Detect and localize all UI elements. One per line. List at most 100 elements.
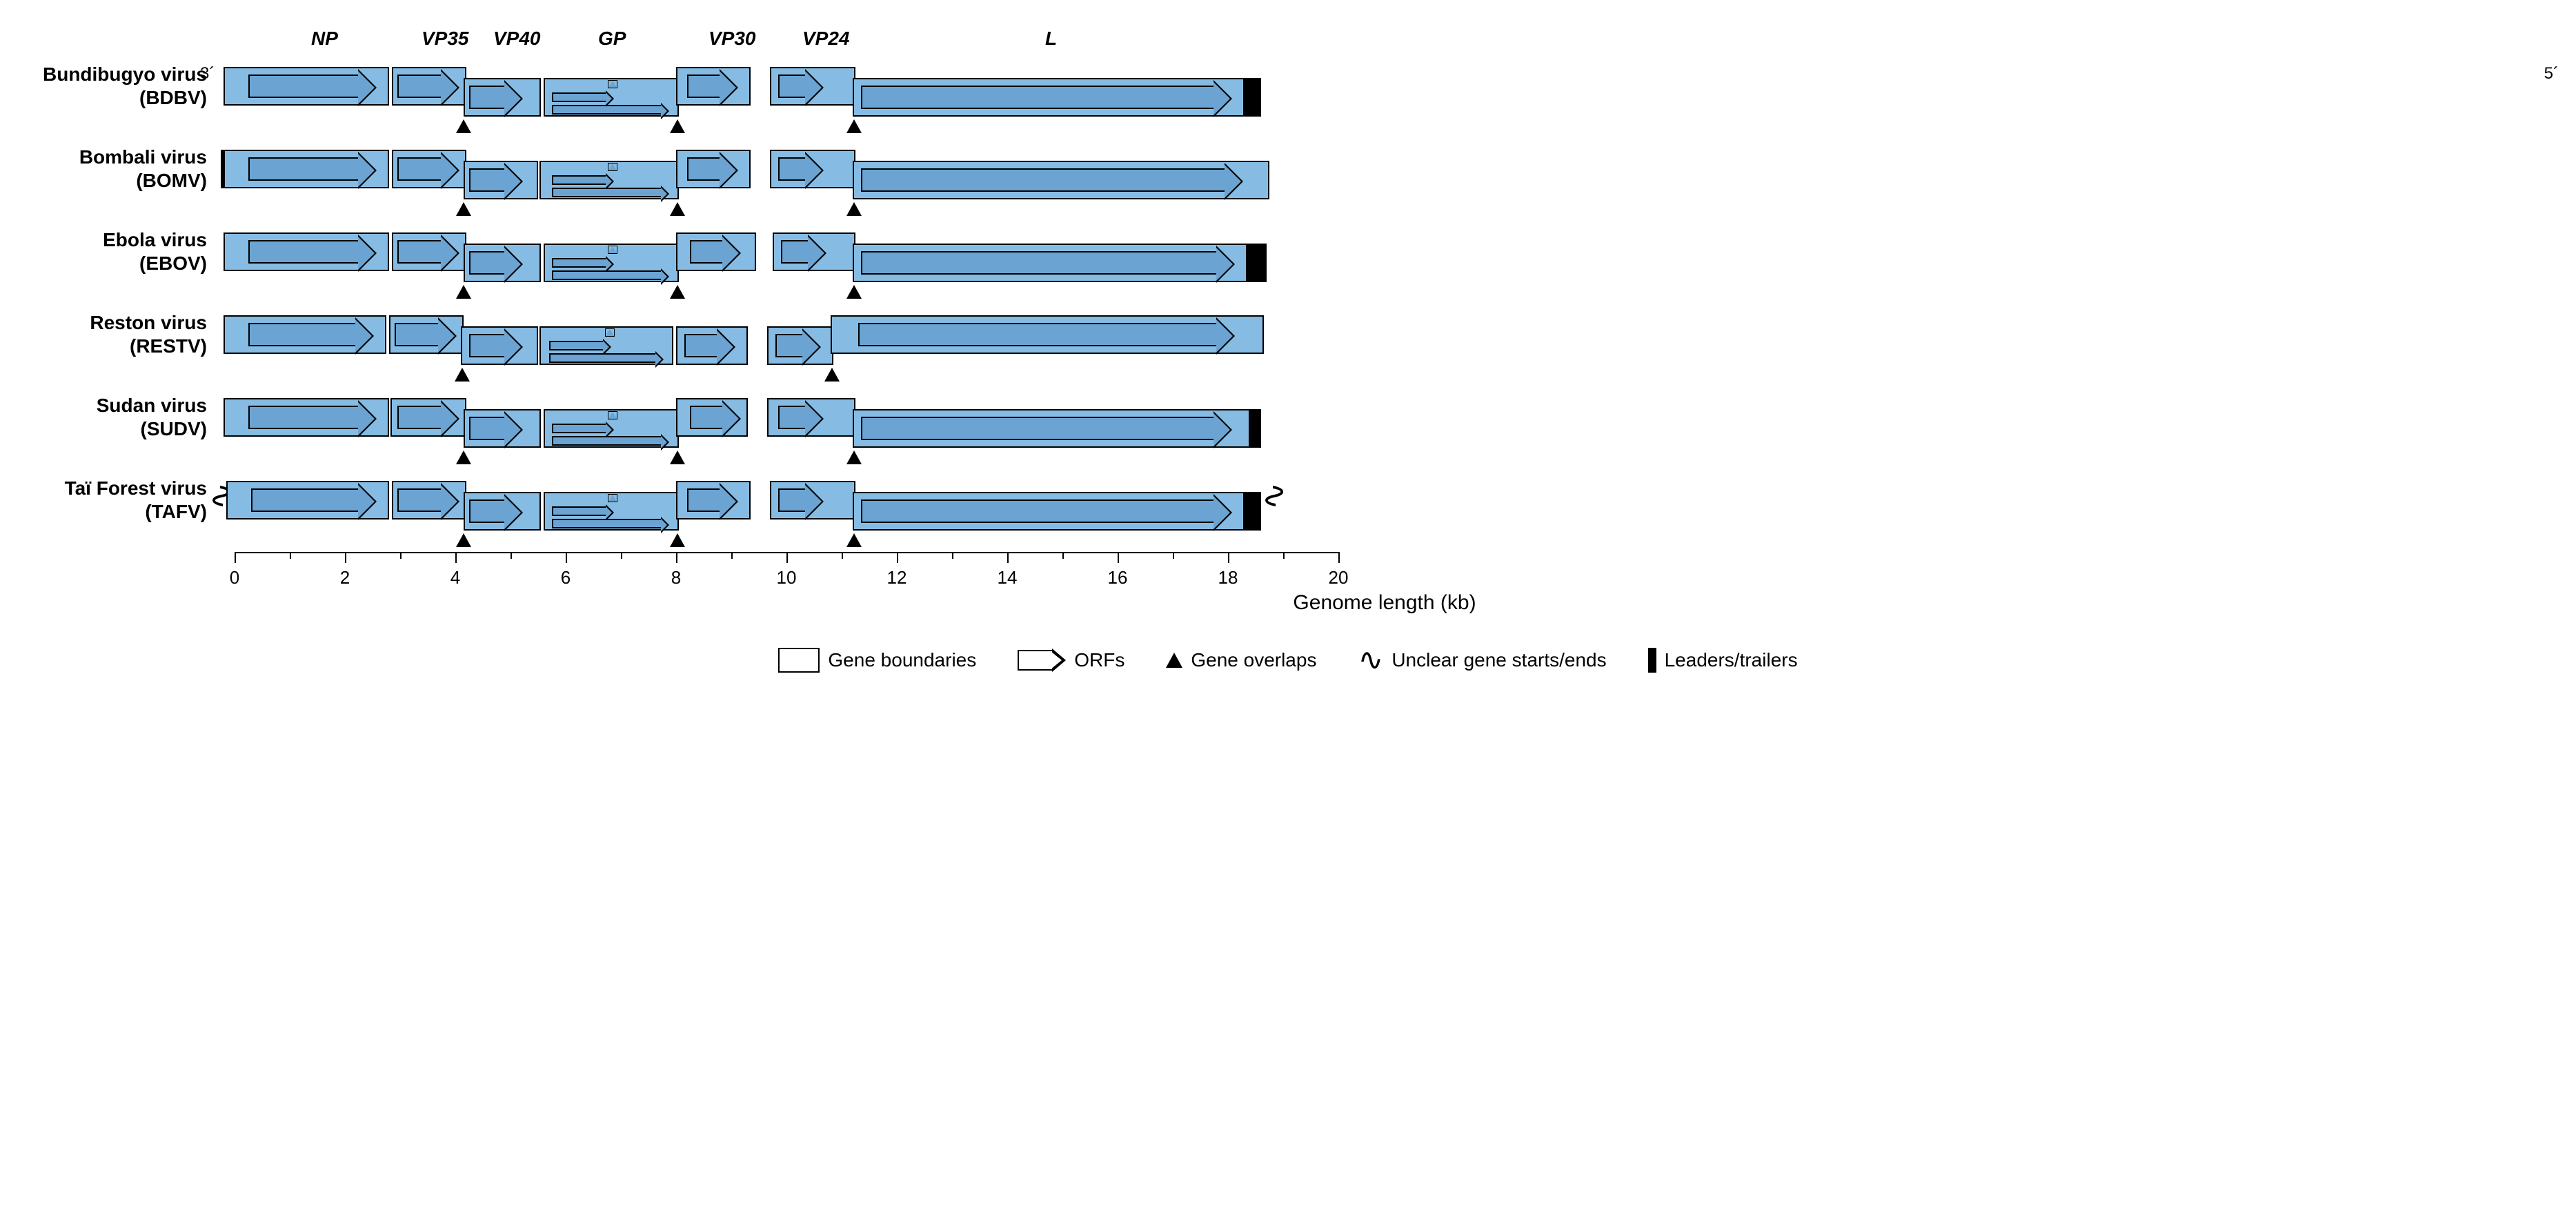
genome-track bbox=[221, 141, 2535, 197]
orf-arrow bbox=[552, 270, 668, 280]
gene-header-label: NP bbox=[311, 28, 338, 50]
axis-tick-minor bbox=[1062, 552, 1064, 559]
genome-track: 3´5´ bbox=[221, 59, 2535, 114]
axis-tick-label: 0 bbox=[230, 567, 239, 588]
orf-arrow bbox=[552, 188, 668, 197]
gene-overlap-marker bbox=[846, 533, 862, 547]
axis-tick-minor bbox=[621, 552, 622, 559]
legend-orfs: ORFs bbox=[1018, 649, 1124, 671]
orf-arrow bbox=[690, 406, 740, 429]
orf-arrow bbox=[684, 334, 734, 357]
gene-overlap-marker bbox=[846, 450, 862, 464]
edit-site-marker bbox=[608, 412, 617, 419]
legend-wavy-icon: ∿ bbox=[1358, 642, 1383, 677]
legend-leaders: Leaders/trailers bbox=[1648, 648, 1798, 673]
gene-overlap-marker bbox=[670, 285, 685, 299]
gene-overlap-marker bbox=[670, 119, 685, 133]
axis-title: Genome length (kb) bbox=[235, 591, 2535, 615]
genome-track bbox=[221, 224, 2535, 279]
orf-arrow bbox=[248, 75, 375, 98]
orf-arrow bbox=[549, 341, 610, 350]
genome-diagram: NPVP35VP40GPVP30VP24L Bundibugyo virus(B… bbox=[41, 28, 2535, 677]
orf-arrow bbox=[687, 75, 737, 98]
legend-label: ORFs bbox=[1074, 649, 1124, 671]
axis: 02468101214161820 Genome length (kb) bbox=[235, 552, 2535, 615]
orf-arrow bbox=[397, 75, 458, 98]
axis-tick-major bbox=[786, 552, 788, 563]
orf-arrow bbox=[469, 334, 522, 357]
gene-overlap-marker bbox=[455, 368, 470, 382]
legend-triangle-icon bbox=[1166, 653, 1182, 668]
axis-tick-minor bbox=[1283, 552, 1285, 559]
orf-arrow bbox=[781, 240, 825, 264]
gene-header-label: L bbox=[1045, 28, 1057, 50]
orf-arrow bbox=[248, 323, 373, 346]
gene-header-label: VP40 bbox=[493, 28, 541, 50]
orf-arrow bbox=[248, 240, 375, 264]
virus-label: Bombali virus(BOMV) bbox=[41, 146, 221, 192]
legend-gene-boundaries: Gene boundaries bbox=[778, 648, 976, 673]
orf-arrow bbox=[552, 506, 613, 516]
gene-overlap-marker bbox=[456, 450, 471, 464]
axis-tick-label: 4 bbox=[450, 567, 460, 588]
axis-tick-major bbox=[345, 552, 346, 563]
edit-site-marker bbox=[608, 495, 617, 502]
orf-arrow bbox=[861, 251, 1233, 275]
axis-tick-minor bbox=[290, 552, 291, 559]
virus-row: Reston virus(RESTV) bbox=[41, 304, 2535, 366]
legend-box-icon bbox=[778, 648, 820, 673]
gene-headers: NPVP35VP40GPVP30VP24L bbox=[235, 28, 2535, 55]
gene-header-label: VP35 bbox=[422, 28, 469, 50]
gene-overlap-marker bbox=[456, 533, 471, 547]
axis-tick-minor bbox=[400, 552, 402, 559]
virus-label: Ebola virus(EBOV) bbox=[41, 228, 221, 275]
axis-tick-label: 16 bbox=[1108, 567, 1128, 588]
orf-arrow bbox=[469, 168, 522, 192]
axis-tick-major bbox=[1007, 552, 1009, 563]
trailer-region bbox=[1250, 409, 1261, 448]
orf-arrow bbox=[552, 424, 613, 433]
legend-arrow-icon bbox=[1018, 650, 1066, 671]
axis-line: 02468101214161820 bbox=[235, 552, 1338, 553]
orf-arrow bbox=[469, 86, 522, 109]
axis-tick-label: 10 bbox=[777, 567, 797, 588]
axis-tick-minor bbox=[731, 552, 733, 559]
orf-arrow bbox=[778, 488, 822, 512]
edit-site-marker bbox=[608, 246, 617, 253]
orf-arrow bbox=[469, 499, 522, 523]
axis-tick-minor bbox=[952, 552, 953, 559]
edit-site-marker bbox=[608, 164, 617, 170]
virus-label: Sudan virus(SUDV) bbox=[41, 394, 221, 440]
axis-tick-label: 6 bbox=[561, 567, 571, 588]
gene-overlap-marker bbox=[456, 285, 471, 299]
virus-rows: Bundibugyo virus(BDBV)3´5´Bombali virus(… bbox=[41, 55, 2535, 531]
orf-arrow bbox=[861, 499, 1231, 523]
axis-tick-minor bbox=[1173, 552, 1174, 559]
orf-arrow bbox=[251, 488, 375, 512]
orf-arrow bbox=[778, 75, 822, 98]
gene-overlap-marker bbox=[824, 368, 840, 382]
gene-overlap-marker bbox=[670, 533, 685, 547]
gene-header-label: VP30 bbox=[709, 28, 756, 50]
gene-overlap-marker bbox=[846, 119, 862, 133]
orf-arrow bbox=[395, 323, 455, 346]
axis-tick-major bbox=[1338, 552, 1340, 563]
trailer-region bbox=[1247, 244, 1267, 282]
trailer-region bbox=[1245, 78, 1261, 117]
genome-track: ∿∿ bbox=[221, 473, 2535, 528]
orf-arrow bbox=[552, 258, 613, 268]
virus-row: Sudan virus(SUDV) bbox=[41, 386, 2535, 448]
leader-region bbox=[221, 150, 224, 188]
axis-tick-major bbox=[1118, 552, 1119, 563]
virus-row: Ebola virus(EBOV) bbox=[41, 221, 2535, 283]
edit-site-marker bbox=[606, 329, 614, 336]
orf-arrow bbox=[248, 157, 375, 181]
legend-label: Unclear gene starts/ends bbox=[1391, 649, 1606, 671]
axis-tick-label: 18 bbox=[1218, 567, 1238, 588]
legend-gene-overlaps: Gene overlaps bbox=[1166, 649, 1316, 671]
orf-arrow bbox=[778, 406, 822, 429]
orf-arrow bbox=[552, 92, 613, 102]
legend-label: Gene overlaps bbox=[1191, 649, 1316, 671]
orf-arrow bbox=[397, 406, 458, 429]
orf-arrow bbox=[397, 240, 458, 264]
